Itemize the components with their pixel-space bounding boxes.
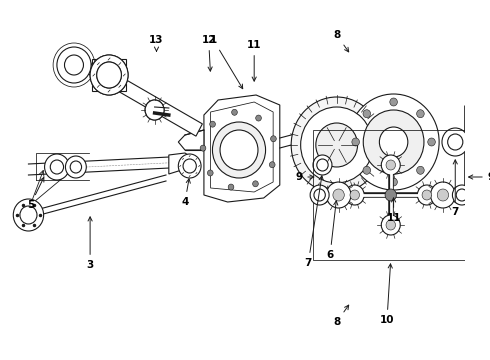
Circle shape bbox=[333, 189, 344, 201]
Polygon shape bbox=[87, 61, 202, 136]
Circle shape bbox=[390, 178, 397, 186]
Circle shape bbox=[291, 97, 382, 193]
Circle shape bbox=[220, 130, 258, 170]
Circle shape bbox=[313, 155, 332, 175]
Circle shape bbox=[228, 184, 234, 190]
Circle shape bbox=[145, 100, 164, 120]
Circle shape bbox=[386, 220, 395, 230]
Circle shape bbox=[479, 168, 484, 173]
Circle shape bbox=[363, 110, 424, 174]
Circle shape bbox=[428, 138, 435, 146]
Polygon shape bbox=[484, 88, 490, 202]
Circle shape bbox=[456, 189, 467, 201]
Circle shape bbox=[97, 62, 122, 88]
Text: 10: 10 bbox=[380, 264, 394, 325]
Text: 11: 11 bbox=[247, 40, 262, 81]
Circle shape bbox=[348, 94, 439, 190]
Circle shape bbox=[326, 182, 351, 208]
Text: 7: 7 bbox=[305, 176, 323, 268]
Polygon shape bbox=[178, 130, 204, 150]
Text: 2: 2 bbox=[0, 359, 1, 360]
Circle shape bbox=[45, 154, 69, 180]
Circle shape bbox=[470, 136, 475, 141]
Bar bbox=[313, 130, 479, 260]
Circle shape bbox=[301, 107, 373, 183]
Circle shape bbox=[210, 121, 216, 127]
Circle shape bbox=[253, 181, 258, 187]
Circle shape bbox=[66, 156, 86, 178]
Circle shape bbox=[20, 206, 37, 224]
Circle shape bbox=[310, 185, 329, 205]
Polygon shape bbox=[204, 95, 280, 202]
Circle shape bbox=[416, 110, 424, 118]
Circle shape bbox=[97, 62, 122, 88]
Text: 3: 3 bbox=[86, 217, 94, 270]
Text: 7: 7 bbox=[452, 160, 459, 217]
Circle shape bbox=[178, 154, 201, 178]
Circle shape bbox=[90, 55, 128, 95]
Circle shape bbox=[416, 166, 424, 174]
Circle shape bbox=[422, 190, 432, 200]
Circle shape bbox=[417, 185, 436, 205]
Circle shape bbox=[65, 55, 83, 75]
Text: 13: 13 bbox=[149, 35, 164, 51]
Circle shape bbox=[381, 215, 400, 235]
Polygon shape bbox=[211, 102, 273, 192]
Circle shape bbox=[385, 189, 396, 201]
Circle shape bbox=[232, 109, 237, 115]
Text: 6: 6 bbox=[326, 201, 338, 260]
Circle shape bbox=[200, 145, 206, 151]
Circle shape bbox=[390, 98, 397, 106]
Text: 12: 12 bbox=[201, 35, 216, 71]
Circle shape bbox=[487, 113, 490, 118]
Circle shape bbox=[145, 100, 164, 120]
Circle shape bbox=[213, 122, 266, 178]
Circle shape bbox=[207, 170, 213, 176]
Circle shape bbox=[452, 185, 471, 205]
Circle shape bbox=[50, 160, 64, 174]
Text: 9: 9 bbox=[468, 172, 490, 182]
Circle shape bbox=[13, 199, 44, 231]
Circle shape bbox=[317, 159, 328, 171]
Circle shape bbox=[57, 47, 91, 83]
Circle shape bbox=[345, 185, 364, 205]
Text: 8: 8 bbox=[333, 305, 349, 327]
Text: 5: 5 bbox=[27, 177, 44, 210]
Circle shape bbox=[442, 128, 468, 156]
Circle shape bbox=[487, 158, 490, 164]
Circle shape bbox=[183, 159, 196, 173]
Circle shape bbox=[270, 162, 275, 168]
Circle shape bbox=[448, 134, 463, 150]
Circle shape bbox=[352, 138, 360, 146]
Circle shape bbox=[437, 189, 449, 201]
Text: 1: 1 bbox=[210, 35, 243, 89]
Circle shape bbox=[363, 166, 370, 174]
Text: 4: 4 bbox=[181, 179, 190, 207]
Circle shape bbox=[431, 182, 455, 208]
Circle shape bbox=[386, 160, 395, 170]
Text: 11: 11 bbox=[386, 198, 401, 223]
Polygon shape bbox=[373, 102, 413, 130]
Polygon shape bbox=[465, 92, 490, 193]
Polygon shape bbox=[169, 153, 190, 174]
Circle shape bbox=[316, 123, 358, 167]
Polygon shape bbox=[92, 59, 126, 91]
Circle shape bbox=[256, 115, 261, 121]
Circle shape bbox=[90, 55, 128, 95]
Circle shape bbox=[70, 161, 81, 173]
Circle shape bbox=[314, 189, 325, 201]
Circle shape bbox=[381, 155, 400, 175]
Circle shape bbox=[363, 110, 370, 118]
Circle shape bbox=[350, 190, 360, 200]
Circle shape bbox=[270, 136, 276, 142]
Circle shape bbox=[379, 127, 408, 157]
Text: 9: 9 bbox=[295, 172, 314, 182]
Text: 8: 8 bbox=[333, 30, 349, 52]
